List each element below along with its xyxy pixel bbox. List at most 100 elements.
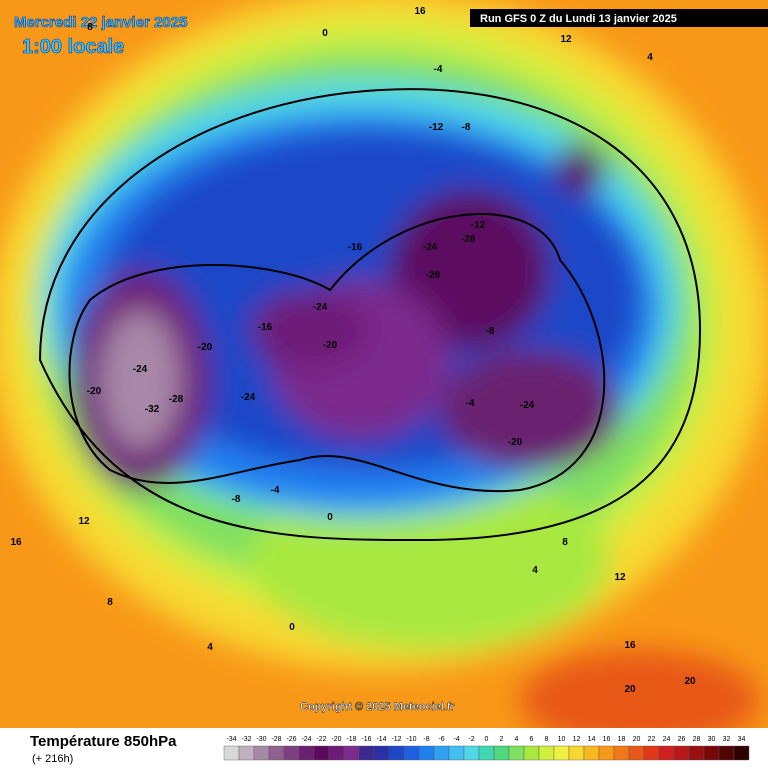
colorbar-swatch [373,745,390,761]
colorbar-tick-label: -22 [316,736,326,743]
colorbar-tick-label: 8 [545,736,549,743]
colorbar-swatch [358,745,375,761]
contour-label: -8 [486,326,495,337]
contour-label: 4 [207,642,213,653]
colorbar-swatch [523,745,540,761]
colorbar-swatch [583,745,600,761]
colorbar-swatch [673,745,690,761]
header-time: 1:00 locale [22,36,124,58]
contour-label: 8 [107,597,113,608]
colorbar-swatch [718,745,735,761]
contour-label: -4 [434,64,443,75]
colorbar-tick-label: -4 [453,736,459,743]
contour-label: -24 [313,302,328,313]
contour-label: 0 [289,622,295,633]
colorbar-swatch [283,745,300,761]
colorbar-tick-label: 2 [500,736,504,743]
contour-labels: 16 12 8 4 0 -4 -8 -12 -16 -20 -24 -28 -32 -28 -24 -20 -2… [10,6,696,695]
colorbar-swatch [538,745,555,761]
colorbar-tick-label: 26 [678,736,686,743]
contour-label: -8 [462,122,471,133]
colorbar-swatch [643,745,660,761]
colorbar-tick-label: 28 [693,736,701,743]
colorbar-swatch [253,745,270,761]
colorbar-swatch [403,745,420,761]
contour-label: -16 [348,242,363,253]
colorbar-swatch [298,745,315,761]
copyright: Copyright © 2025 Meteociel.fr [300,701,456,713]
run-box [470,9,768,27]
colorbar-swatch [703,745,720,761]
contour-label: -4 [271,485,280,496]
colorbar-tick-label: -8 [423,736,429,743]
contour-label: -32 [145,404,160,415]
contour-label: -24 [520,400,535,411]
contour-label: 12 [560,34,572,45]
contour-label: -12 [429,122,444,133]
colorbar-tick-label: -2 [468,736,474,743]
colorbar-swatch [238,745,255,761]
contour-label: -24 [133,364,148,375]
colorbar-tick-label: 10 [558,736,566,743]
colorbar-tick-label: -24 [301,736,311,743]
colorbar-tick-label: 22 [648,736,656,743]
colorbar-swatch [478,745,495,761]
contour-label: 16 [10,537,22,548]
colorbar-tick-label: 20 [633,736,641,743]
colorbar-swatch [433,745,450,761]
colorbar-swatch [733,745,750,761]
contour-label: 4 [532,565,538,576]
colorbar-swatch [508,745,525,761]
contour-label: 0 [327,512,333,523]
contour-label: -28 [461,234,476,245]
contour-label: -20 [508,437,523,448]
colorbar-tick-label: 4 [515,736,519,743]
colorbar-tick-label: 0 [485,736,489,743]
colorbar-tick-label: -28 [271,736,281,743]
temperature-field [0,0,768,750]
legend-subtitle: (+ 216h) [32,753,73,765]
contour-label: -24 [423,242,438,253]
contour-label: 8 [87,22,93,33]
contour-label: -12 [471,220,486,231]
colorbar-tick-label: 34 [738,736,746,743]
colorbar-swatch [598,745,615,761]
colorbar-tick-label: -16 [361,736,371,743]
contour-label: -20 [198,342,213,353]
colorbar-swatch [658,745,675,761]
colorbar-swatch [628,745,645,761]
contour-label: -16 [258,322,273,333]
contour-label: 4 [647,52,653,63]
colorbar-swatch [688,745,705,761]
colorbar-tick-label: 16 [603,736,611,743]
contour-label: -20 [87,386,102,397]
colorbar-tick-label: -6 [438,736,444,743]
colorbar-swatch [448,745,465,761]
contour-label: 8 [562,537,568,548]
colorbar-swatch [493,745,510,761]
colorbar-swatch [313,745,330,761]
contour-label: 16 [624,640,636,651]
run-info: Run GFS 0 Z du Lundi 13 janvier 2025 [480,13,677,25]
contour-label: 16 [414,6,426,17]
colorbar-swatch [223,745,240,761]
colorbar-swatch [553,745,570,761]
colorbar-swatch [568,745,585,761]
colorbar: -34 -32 -30 -28 -26 -24 -22 -20 -18 -16 -14 -12 -10-… [223,736,750,761]
colorbar-tick-label: 6 [530,736,534,743]
contour-label: -20 [323,340,338,351]
colorbar-swatch [388,745,405,761]
contour-label: 0 [322,28,328,39]
contour-label: -28 [169,394,184,405]
contour-label: -24 [241,392,256,403]
legend-title: Température 850hPa [30,733,177,750]
colorbar-swatch [418,745,435,761]
colorbar-tick-label: -20 [331,736,341,743]
colorbar-swatch [328,745,345,761]
colorbar-tick-label: 30 [708,736,716,743]
colorbar-tick-label: -32 [241,736,251,743]
colorbar-tick-label: 12 [573,736,581,743]
colorbar-tick-label: -30 [256,736,266,743]
